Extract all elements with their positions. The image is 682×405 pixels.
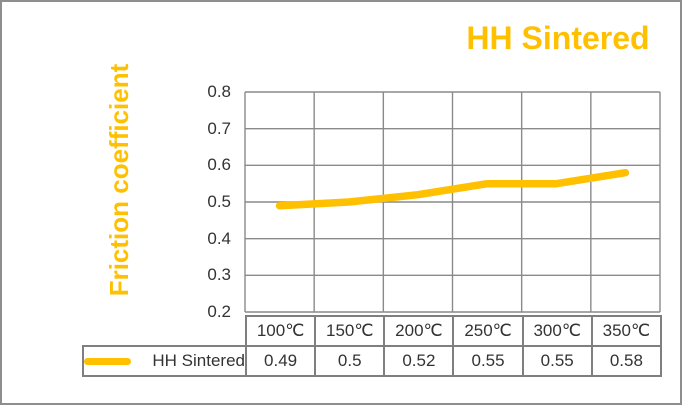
x-category-cell: 150℃ [314,315,386,347]
y-tick-label: 0.3 [207,265,231,285]
series-value-cell: 0.5 [314,345,386,377]
series-value-cell: 0.58 [590,345,662,377]
legend-cell: HH Sintered [82,345,247,377]
series-value-cell: 0.55 [521,345,593,377]
y-tick-label: 0.8 [207,82,231,101]
x-category-cell: 100℃ [244,315,317,347]
series-line [275,168,630,210]
x-category-cell: 200℃ [383,315,455,347]
y-tick-label: 0.5 [207,192,231,211]
y-tick-label: 0.6 [207,155,231,175]
y-tick-label: 0.4 [207,228,231,248]
x-category-cell: 300℃ [521,315,593,347]
series-value-row: HH Sintered 0.49 0.5 0.52 0.55 0.55 0.58 [82,345,662,377]
y-tick-label: 0.2 [207,302,231,321]
legend-line-icon [85,357,131,365]
x-category-cell: 350℃ [590,315,662,347]
x-category-cell: 250℃ [452,315,524,347]
x-axis-category-row: 100℃ 150℃ 200℃ 250℃ 300℃ 350℃ [83,315,662,347]
series-value-cell: 0.52 [383,345,455,377]
data-table: 100℃ 150℃ 200℃ 250℃ 300℃ 350℃ HH Sintered 0.49… [82,315,662,377]
series-value-cell: 0.49 [244,345,317,377]
table-spacer-cell [83,316,246,346]
series-value-cell: 0.55 [452,345,524,377]
legend-series-name: HH Sintered [152,351,245,370]
chart-title: HH Sintered [466,20,650,56]
y-tick-label: 0.7 [207,118,231,138]
